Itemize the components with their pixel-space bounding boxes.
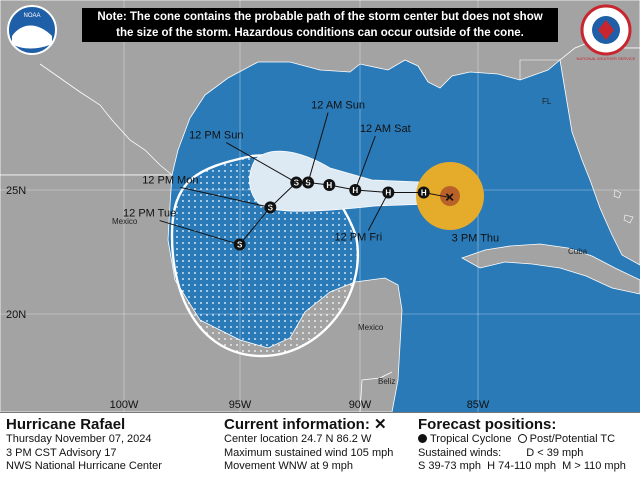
bahamas	[613, 189, 634, 224]
lat-label-20n: 20N	[6, 309, 26, 321]
state-border	[519, 59, 560, 80]
place-cuba: Cuba	[568, 247, 588, 256]
m-category: M > 110 mph	[562, 460, 626, 472]
forecast-title: Forecast positions:	[418, 416, 557, 433]
current-symbol-icon: ✕	[374, 416, 387, 433]
lon-label-100w: 100W	[110, 399, 139, 411]
forecast-time-label-3: 12 AM Sat	[360, 123, 411, 135]
place-mexico-east: Mexico	[358, 323, 384, 332]
sustained-label: Sustained winds:	[418, 446, 502, 459]
label-leader-2	[367, 192, 389, 231]
s-category: S 39-73 mph	[418, 460, 481, 472]
place-belize: Beliz	[378, 377, 395, 386]
forecast-point-1	[417, 186, 430, 199]
label-leader-8	[159, 220, 240, 246]
forecast-point-category-8: S	[237, 241, 243, 250]
noaa-logo-text: NOAA	[23, 13, 40, 19]
place-fl: FL	[542, 97, 552, 106]
advisory-number: 3 PM CST Advisory 17	[6, 446, 117, 459]
note-line-2: the size of the storm. Hazardous conditi…	[116, 27, 524, 39]
forecast-time-label-8: 12 PM Tue	[123, 208, 176, 220]
d-category: D < 39 mph	[526, 446, 584, 459]
forecast-point-category-1: H	[421, 188, 427, 197]
movement: Movement WNW at 9 mph	[224, 460, 353, 472]
forecast-point-4	[323, 179, 336, 192]
nws-logo: NATIONAL WEATHER SERVICE	[577, 4, 636, 61]
nws-logo-text: NATIONAL WEATHER SERVICE	[577, 56, 636, 61]
guatemala-border	[359, 371, 393, 412]
h-category: H 74-110 mph	[487, 460, 556, 472]
post-tc-icon	[517, 434, 527, 443]
label-leader-5	[307, 112, 329, 183]
note-line-1: Note: The cone contains the probable pat…	[97, 11, 543, 23]
issuing-center: NWS National Hurricane Center	[6, 460, 162, 472]
us-mexico-border	[39, 63, 173, 176]
cuba	[461, 243, 640, 295]
forecast-point-category-3: H	[352, 186, 358, 195]
forecast-time-label-2: 12 PM Fri	[334, 231, 382, 243]
cone-note: Note: The cone contains the probable pat…	[82, 8, 558, 42]
label-leader-7	[180, 186, 271, 208]
storm-info: Hurricane Rafael Thursday November 07, 2…	[6, 416, 162, 474]
center-location: Center location 24.7 N 86.2 W	[224, 433, 372, 445]
forecast-time-label-5: 12 AM Sun	[311, 100, 365, 112]
forecast-time-label-6: 12 PM Sun	[189, 130, 243, 142]
advisory-date: Thursday November 07, 2024	[6, 433, 152, 445]
place-mexico-west: Mexico	[112, 217, 138, 226]
forecast-point-category-7: S	[268, 203, 274, 212]
current-title: Current information:	[224, 416, 370, 433]
noaa-logo: NOAA	[7, 5, 57, 55]
current-info: Current information: ✕ Center location 2…	[224, 416, 393, 474]
lat-label-25n: 25N	[6, 185, 26, 197]
current-center-marker	[440, 186, 460, 206]
storm-name: Hurricane Rafael	[6, 416, 126, 433]
max-wind: Maximum sustained wind 105 mph	[224, 446, 394, 459]
forecast-point-category-5: S	[305, 179, 311, 188]
label-leader-6	[226, 142, 297, 183]
forecast-point-category-4: H	[326, 181, 332, 190]
forecast-legend: Forecast positions: Tropical Cyclone Pos…	[418, 416, 626, 474]
lon-label-90w: 90W	[349, 399, 372, 411]
current-position-icon: ✕	[445, 190, 455, 204]
label-leader-3	[354, 135, 376, 191]
forecast-point-category-6: S	[294, 179, 300, 188]
lon-label-95w: 95W	[229, 399, 252, 411]
legend-post: Post/Potential TC	[529, 433, 616, 445]
cone-days-1-3	[249, 150, 449, 212]
lon-label-85w: 85W	[467, 399, 490, 411]
info-panel: Hurricane Rafael Thursday November 07, 2…	[0, 412, 640, 482]
legend-tc: Tropical Cyclone	[430, 433, 512, 445]
forecast-time-label-7: 12 PM Mon	[142, 174, 198, 186]
forecast-time-label-0: 3 PM Thu	[452, 232, 500, 244]
tropical-cyclone-icon	[418, 434, 427, 443]
